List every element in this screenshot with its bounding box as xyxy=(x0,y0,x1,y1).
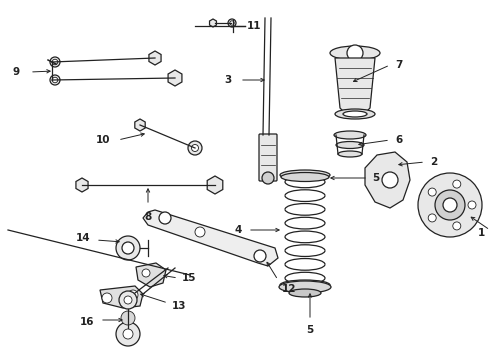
Circle shape xyxy=(228,19,236,27)
Ellipse shape xyxy=(334,131,366,139)
Text: 13: 13 xyxy=(172,301,187,311)
Ellipse shape xyxy=(280,280,330,290)
Text: 16: 16 xyxy=(79,317,94,327)
Circle shape xyxy=(121,311,135,325)
Circle shape xyxy=(435,190,465,220)
Text: 11: 11 xyxy=(247,21,262,31)
Text: 8: 8 xyxy=(145,212,151,222)
Polygon shape xyxy=(365,152,410,208)
Circle shape xyxy=(195,227,205,237)
Text: 15: 15 xyxy=(182,273,196,283)
Polygon shape xyxy=(149,51,161,65)
Circle shape xyxy=(122,242,134,254)
Circle shape xyxy=(116,236,140,260)
Circle shape xyxy=(102,293,112,303)
Ellipse shape xyxy=(343,111,367,117)
Circle shape xyxy=(254,250,266,262)
Ellipse shape xyxy=(338,151,362,157)
Circle shape xyxy=(453,222,461,230)
Ellipse shape xyxy=(330,46,380,60)
Text: 1: 1 xyxy=(478,228,485,238)
Circle shape xyxy=(192,144,198,152)
Circle shape xyxy=(124,296,132,304)
Polygon shape xyxy=(210,19,217,27)
Circle shape xyxy=(347,45,363,61)
Circle shape xyxy=(262,172,274,184)
Text: 2: 2 xyxy=(430,157,437,167)
Circle shape xyxy=(468,201,476,209)
Text: 5: 5 xyxy=(372,173,379,183)
Text: 12: 12 xyxy=(282,284,296,294)
Circle shape xyxy=(382,172,398,188)
Circle shape xyxy=(50,57,60,67)
Ellipse shape xyxy=(280,170,330,180)
Text: 4: 4 xyxy=(235,225,242,235)
Polygon shape xyxy=(76,178,88,192)
Circle shape xyxy=(52,59,58,65)
Text: 5: 5 xyxy=(306,325,314,335)
Circle shape xyxy=(453,180,461,188)
Polygon shape xyxy=(135,119,145,131)
Ellipse shape xyxy=(289,289,321,297)
Circle shape xyxy=(142,269,150,277)
Circle shape xyxy=(128,290,138,300)
Circle shape xyxy=(116,322,140,346)
Text: 6: 6 xyxy=(395,135,402,145)
Ellipse shape xyxy=(335,109,375,119)
Polygon shape xyxy=(136,263,166,287)
Circle shape xyxy=(52,77,58,83)
Circle shape xyxy=(123,329,133,339)
Circle shape xyxy=(119,291,137,309)
Ellipse shape xyxy=(336,141,364,148)
Circle shape xyxy=(159,212,171,224)
Polygon shape xyxy=(207,176,223,194)
Circle shape xyxy=(50,75,60,85)
Polygon shape xyxy=(143,210,278,266)
Polygon shape xyxy=(335,58,375,113)
Circle shape xyxy=(230,21,234,25)
Text: 10: 10 xyxy=(96,135,110,145)
Ellipse shape xyxy=(281,172,329,181)
Text: 14: 14 xyxy=(75,233,90,243)
FancyBboxPatch shape xyxy=(259,134,277,181)
Polygon shape xyxy=(168,70,182,86)
Circle shape xyxy=(188,141,202,155)
Circle shape xyxy=(418,173,482,237)
Circle shape xyxy=(428,188,436,196)
Circle shape xyxy=(428,214,436,222)
Circle shape xyxy=(443,198,457,212)
Ellipse shape xyxy=(279,281,331,293)
Text: 9: 9 xyxy=(13,67,20,77)
Text: 3: 3 xyxy=(225,75,232,85)
Text: 7: 7 xyxy=(395,60,402,70)
Polygon shape xyxy=(100,286,143,308)
